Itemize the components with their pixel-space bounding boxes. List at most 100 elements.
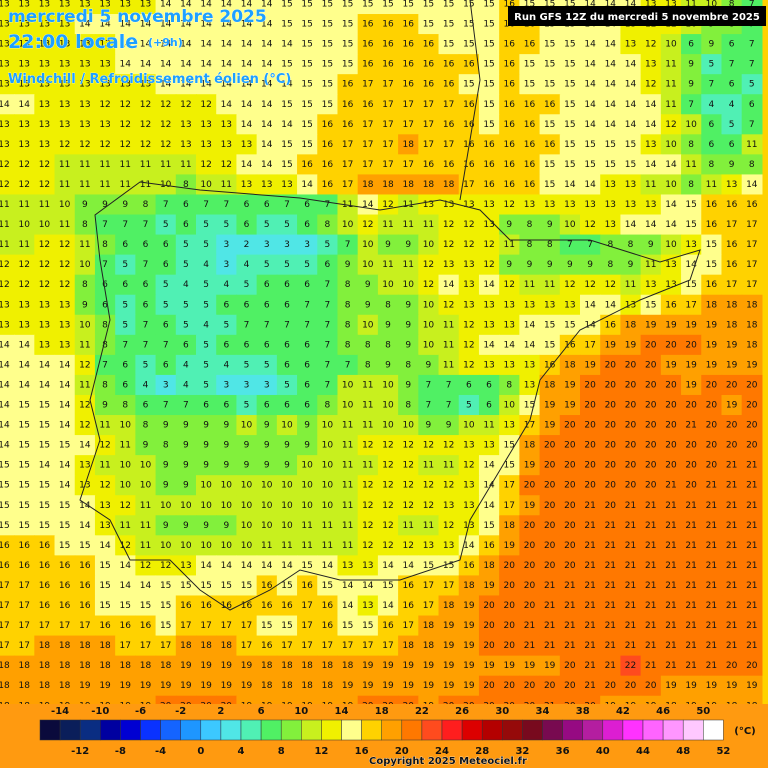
cell-value: 4 [203, 260, 209, 270]
cell-value: 18 [120, 661, 132, 671]
cell-value: 14 [261, 120, 273, 130]
cell-value: 6 [264, 280, 270, 290]
cell [297, 34, 318, 55]
cell-value: 21 [584, 581, 595, 591]
cell-value: 15 [483, 40, 494, 50]
cell-value: 9 [223, 421, 229, 431]
cell [256, 154, 278, 176]
cell-value: 14 [665, 220, 677, 230]
cell-value: 13 [241, 140, 252, 150]
cell-value: 16 [443, 160, 455, 170]
cell [377, 54, 399, 75]
cell-value: 10 [79, 320, 91, 330]
cell-value: 15 [322, 60, 333, 70]
cell [337, 14, 359, 35]
cell-value: 14 [200, 60, 212, 70]
cell [398, 94, 419, 115]
cell [721, 54, 743, 75]
cell-value: 12 [99, 441, 110, 451]
cell-value: 13 [79, 461, 90, 471]
cell-value: 7 [304, 320, 310, 330]
cell [660, 54, 682, 75]
cell-value: 10 [564, 220, 576, 230]
cell-value: 6 [325, 260, 331, 270]
cell-value: 20 [504, 601, 516, 611]
cell-value: 14 [39, 380, 51, 390]
cell [377, 154, 399, 176]
cell-value: 12 [423, 441, 434, 451]
cell-value: 12 [423, 501, 434, 511]
cell [115, 154, 136, 176]
cell-value: 16 [504, 100, 516, 110]
cell-value: 21 [726, 561, 737, 571]
cell-value: 16 [504, 140, 516, 150]
colorbar-label: 16 [355, 746, 369, 757]
cell-value: 13 [39, 340, 50, 350]
cell [135, 14, 157, 35]
cell [337, 134, 359, 155]
cell-value: 19 [180, 681, 192, 691]
cell-value: 15 [544, 60, 555, 70]
cell-value: 5 [183, 260, 189, 270]
cell-value: 5 [163, 300, 169, 310]
cell [660, 34, 682, 55]
cell-value: 7 [567, 240, 573, 250]
cell-value: 10 [221, 501, 233, 511]
cell [377, 14, 399, 35]
cell-value: 12 [402, 481, 413, 491]
cell [236, 114, 258, 135]
cell-value: 14 [0, 100, 10, 110]
cell-value: 15 [483, 100, 494, 110]
cell [600, 94, 622, 115]
cell-value: 9 [163, 421, 169, 431]
cell-value: 7 [345, 240, 351, 250]
cell-value: 17 [322, 641, 333, 651]
cell-value: 15 [322, 100, 333, 110]
cell-value: 11 [483, 421, 494, 431]
cell-value: 19 [463, 661, 475, 671]
cell-value: 15 [625, 140, 636, 150]
cell [357, 74, 379, 95]
colorbar-swatch [79, 719, 101, 741]
cell-value: 5 [325, 240, 331, 250]
cell-value: 20 [564, 521, 576, 531]
cell-value: 20 [625, 401, 637, 411]
cell-value: 15 [504, 441, 515, 451]
cell-value: 15 [443, 20, 454, 30]
cell-value: 14 [261, 60, 273, 70]
cell-value: 21 [685, 521, 696, 531]
cell-value: 12 [120, 120, 131, 130]
colorbar-swatch [260, 719, 282, 741]
cell-value: 17 [726, 280, 737, 290]
cell-value: 18 [726, 320, 738, 330]
cell-value: 14 [200, 40, 212, 50]
cell-value: 19 [463, 601, 475, 611]
cell [317, 74, 339, 95]
cell [660, 114, 682, 135]
colorbar-label: -8 [115, 746, 126, 757]
cell-value: 20 [706, 401, 718, 411]
cell [640, 134, 662, 155]
cell-value: 5 [122, 260, 128, 270]
cell-value: 13 [625, 40, 636, 50]
cell-value: 10 [382, 380, 394, 390]
cell-value: 15 [281, 20, 292, 30]
cell-value: 18 [79, 641, 91, 651]
cell-value: 20 [584, 401, 596, 411]
cell-value: 14 [483, 481, 495, 491]
colorbar-label: 42 [616, 706, 630, 717]
cell-value: 19 [241, 661, 253, 671]
cell-value: 15 [483, 0, 494, 10]
cell-value: 20 [625, 360, 637, 370]
cell [54, 94, 76, 115]
cell [94, 54, 116, 75]
cell-value: 12 [140, 100, 151, 110]
cell-value: 15 [59, 501, 70, 511]
cell-value: 15 [483, 60, 494, 70]
cell [620, 154, 642, 176]
cell-value: 16 [362, 20, 374, 30]
cell-value: 11 [625, 280, 636, 290]
cell-value: 11 [0, 200, 10, 210]
cell-value: 13 [59, 120, 70, 130]
cell [216, 114, 238, 135]
